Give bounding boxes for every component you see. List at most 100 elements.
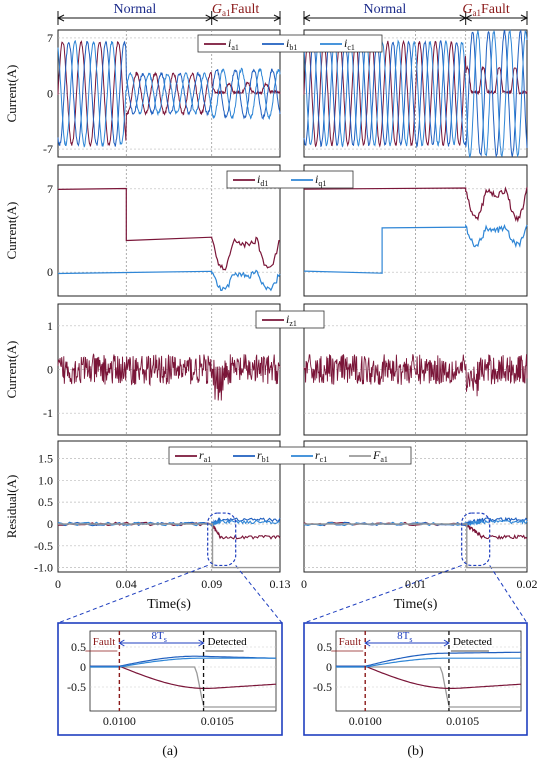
detected-annotation: Detected xyxy=(453,636,493,648)
arrow-head xyxy=(443,639,450,647)
legend-box xyxy=(168,446,412,465)
zoom-x-tick: 0.0100 xyxy=(349,714,382,728)
zoom-x-tick: 0.0100 xyxy=(103,714,136,728)
y-tick-label: 0.5 xyxy=(38,495,53,509)
chart-series xyxy=(57,29,528,711)
legend-entry-iz1: iz1 xyxy=(286,312,297,328)
legend-entry-Fa1: Fa1 xyxy=(372,448,388,464)
y-tick-label: -1.0 xyxy=(34,561,53,575)
fault-label: Ga1Fault xyxy=(212,2,260,18)
legend-entry-iq1: iq1 xyxy=(315,172,326,188)
legend-entry-ic1: ic1 xyxy=(344,36,355,52)
y-axis-label: Current(A) xyxy=(4,202,19,260)
series-line-ia1 xyxy=(57,40,281,147)
detected-annotation: Detected xyxy=(208,636,248,648)
normal-label: Normal xyxy=(363,2,406,17)
y-tick-label: -0.5 xyxy=(34,539,53,553)
subfigure-caption: (b) xyxy=(407,744,424,759)
zoom-series-rc1 xyxy=(90,657,276,668)
zoom-series-rb1 xyxy=(336,651,522,667)
y-axis-label: Residual(A) xyxy=(4,475,19,539)
series-line-rc1 xyxy=(57,519,281,527)
y-tick-label: 1.0 xyxy=(38,473,53,487)
zoom-marker xyxy=(207,512,237,567)
series-line-ib1 xyxy=(303,29,528,159)
series-line-ic1 xyxy=(303,29,528,159)
y-axis-label: Current(A) xyxy=(4,341,19,399)
y-tick-label: 0 xyxy=(47,517,53,531)
x-tick-label: 0.09 xyxy=(201,577,222,591)
legend-entry-rc1: rc1 xyxy=(315,448,327,464)
y-axis-label: Current(A) xyxy=(4,65,19,123)
fault-label: Ga1Fault xyxy=(462,2,510,18)
interval-label: 8Ts xyxy=(397,630,412,644)
zoom-series-rc1 xyxy=(336,657,521,668)
x-tick-label: 0 xyxy=(55,577,61,591)
zoom-connector xyxy=(489,565,528,624)
legend-entry-id1: id1 xyxy=(257,172,268,188)
subfigure-caption: (a) xyxy=(162,744,178,759)
series-line-id1 xyxy=(57,187,281,271)
series-line-id1 xyxy=(303,186,528,223)
x-tick-label: 0.01 xyxy=(405,577,426,591)
series-line-iz1 xyxy=(303,354,528,397)
zoom-inset-border xyxy=(57,622,283,736)
series-line-ic1 xyxy=(57,40,281,148)
zoom-axes xyxy=(335,630,522,712)
arrow-head xyxy=(118,639,125,647)
zoom-y-tick: -0.5 xyxy=(313,680,332,694)
zoom-axes xyxy=(89,630,277,712)
legend-box xyxy=(255,310,325,329)
legend-box xyxy=(226,170,354,189)
fault-annotation: Fault xyxy=(93,636,116,648)
panel-frames xyxy=(57,29,528,736)
y-tick-label: -1 xyxy=(43,406,53,420)
chart-text: -7 0 7 Current(A) 0 7 Current(A) -1 0 1 Current(A)… xyxy=(4,2,538,759)
x-tick-label: 0 xyxy=(301,577,307,591)
zoom-y-tick: 0.5 xyxy=(71,640,86,654)
arrow-head xyxy=(273,14,282,22)
arrow-head xyxy=(364,639,371,647)
interval-label: 8Ts xyxy=(151,630,166,644)
zoom-connector xyxy=(303,564,462,624)
x-axis-label: Time(s) xyxy=(394,597,438,612)
y-tick-label: 7 xyxy=(47,31,53,45)
arrow-head xyxy=(198,639,205,647)
x-tick-label: 0.02 xyxy=(517,577,538,591)
series-line-iq1 xyxy=(303,223,528,274)
zoom-y-tick: -0.5 xyxy=(67,680,86,694)
legend-entry-ra1: ra1 xyxy=(199,448,211,464)
y-tick-label: 7 xyxy=(47,182,53,196)
series-line-iz1 xyxy=(57,353,281,401)
zoom-y-tick: 0 xyxy=(80,660,86,674)
series-line-Fa1 xyxy=(58,523,280,569)
zoom-connector xyxy=(57,564,208,624)
zoom-x-tick: 0.0105 xyxy=(201,714,234,728)
zoom-y-tick: 0 xyxy=(326,660,332,674)
y-tick-label: 1.5 xyxy=(38,451,53,465)
x-axis-label: Time(s) xyxy=(147,597,191,612)
legend-entry-ia1: ia1 xyxy=(228,36,239,52)
arrow-head xyxy=(56,14,65,22)
arrow-head xyxy=(520,14,529,22)
arrow-head xyxy=(302,14,311,22)
y-tick-label: 0 xyxy=(47,265,53,279)
series-line-Fa1 xyxy=(304,523,527,569)
arrow-head xyxy=(210,14,218,22)
legend-box xyxy=(197,34,383,53)
fault-annotation: Fault xyxy=(339,636,362,648)
zoom-connector xyxy=(235,565,283,624)
zoom-series-rb1 xyxy=(90,655,276,667)
zoom-inset-border xyxy=(303,622,528,736)
x-tick-label: 0.13 xyxy=(270,577,291,591)
normal-label: Normal xyxy=(113,2,156,17)
y-tick-label: 0 xyxy=(47,363,53,377)
arrow-head xyxy=(464,14,472,22)
legend-entry-rb1: rb1 xyxy=(257,448,270,464)
y-tick-label: -7 xyxy=(43,142,53,156)
zoom-y-tick: 0.5 xyxy=(317,640,332,654)
series-line-iq1 xyxy=(57,269,281,292)
legend-entry-ib1: ib1 xyxy=(286,36,297,52)
y-tick-label: 0 xyxy=(47,87,53,101)
